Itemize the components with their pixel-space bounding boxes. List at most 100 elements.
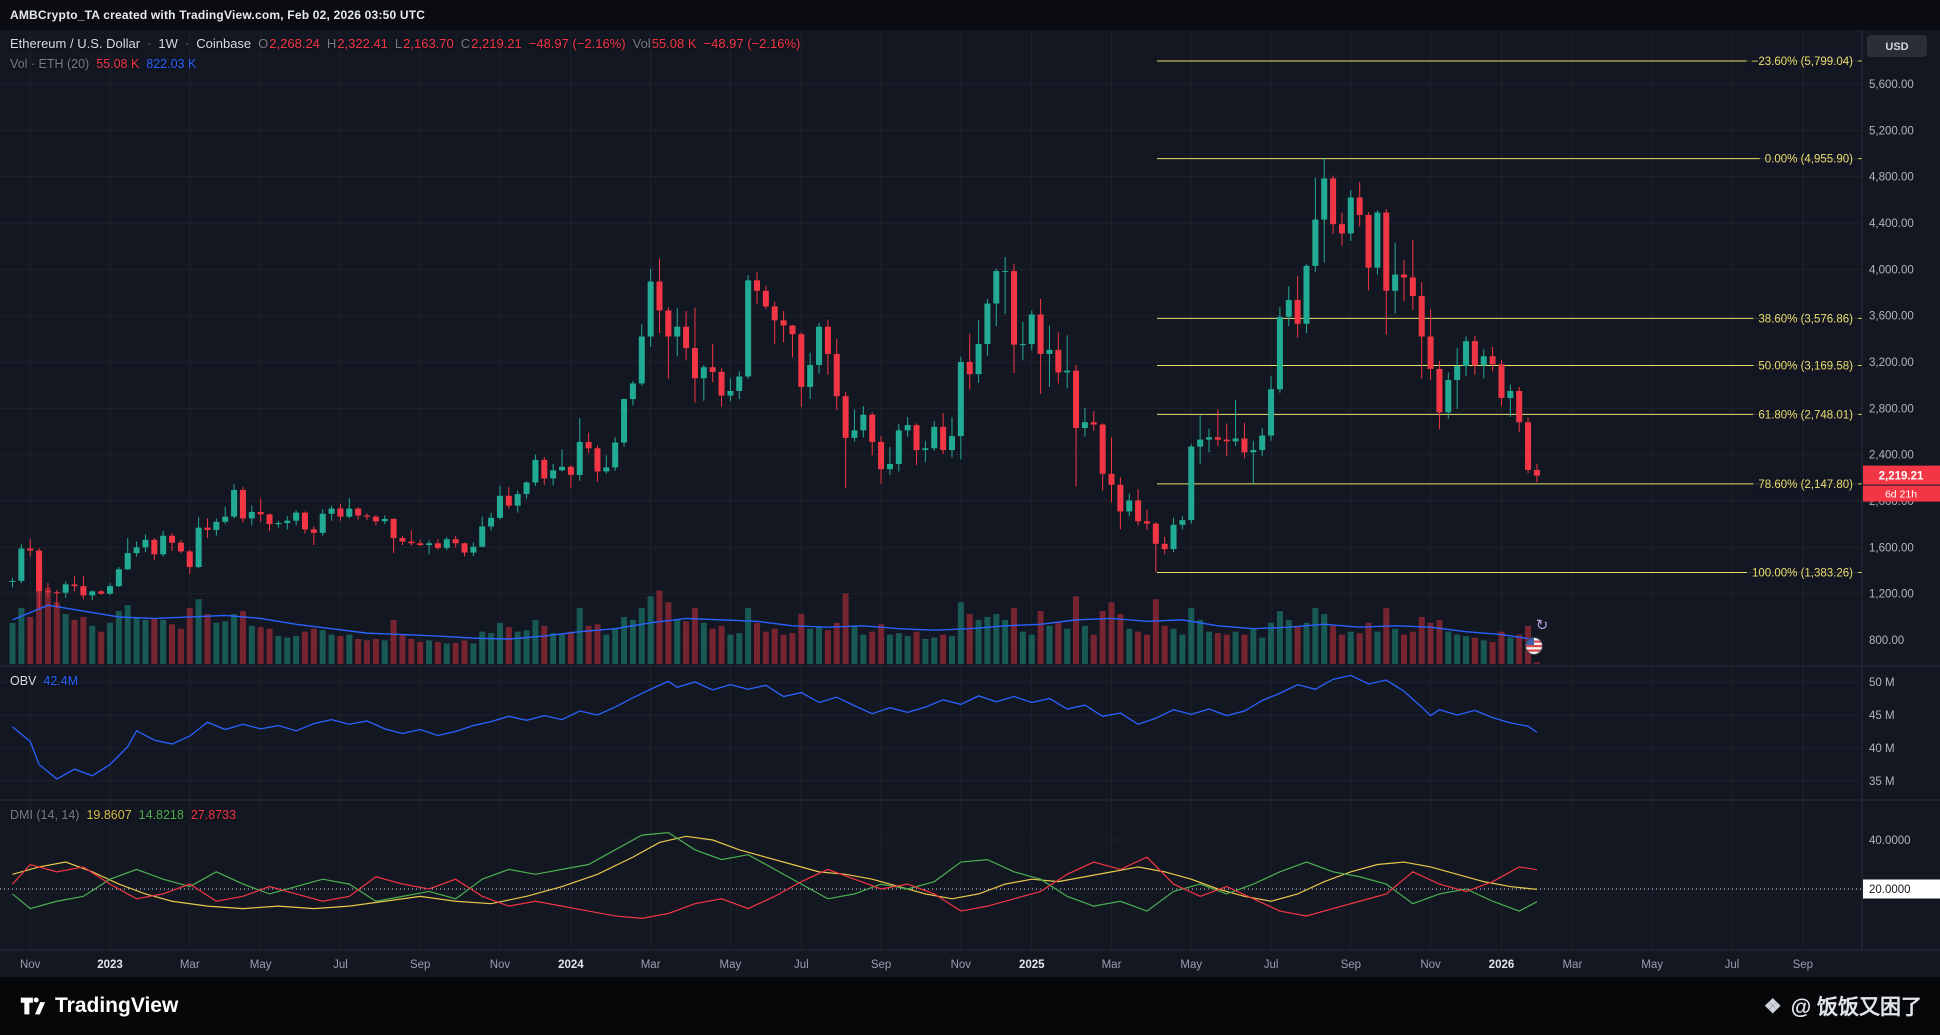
time-tick-label: May — [1180, 959, 1202, 971]
symbol-legend[interactable]: Ethereum / U.S. Dollar · 1W · Coinbase O… — [10, 36, 800, 51]
attribution-text: AMBCrypto_TA created with TradingView.co… — [10, 8, 426, 22]
obv-tick-label: 45 M — [1869, 710, 1895, 722]
watermark-icon: ❖ — [1763, 995, 1782, 1018]
obv-tick-label: 50 M — [1869, 677, 1895, 689]
current-price-value: 2,219.21 — [1879, 471, 1924, 483]
legend-separator: · — [184, 36, 190, 51]
time-tick-label: Sep — [410, 959, 430, 971]
price-tick-label: 2,800.00 — [1869, 403, 1914, 415]
currency-toggle[interactable] — [1867, 35, 1927, 57]
high-value: 2,322.41 — [337, 36, 388, 51]
time-tick-label: Jul — [1725, 959, 1740, 971]
dmi-indicator-legend[interactable]: DMI (14, 14) 19.8607 14.8218 27.8733 — [10, 808, 236, 822]
obv-tick-label: 40 M — [1869, 743, 1895, 755]
obv-tick-label: 35 M — [1869, 776, 1895, 788]
dmi-level-badge — [1863, 879, 1940, 899]
obv-label[interactable]: OBV — [10, 674, 37, 688]
dmi-label[interactable]: DMI (14, 14) — [10, 808, 80, 822]
currency-label: USD — [1885, 41, 1908, 53]
watermark-text: @ 饭饭又困了 — [1790, 996, 1922, 1019]
fib-level-label: 100.00% (1,383.26) — [1752, 567, 1853, 579]
volume-value: 55.08 K — [651, 36, 697, 51]
symbol-name[interactable]: Ethereum / U.S. Dollar — [10, 36, 141, 51]
time-tick-label: Mar — [1562, 959, 1582, 971]
exchange-label: Coinbase — [196, 36, 252, 51]
volume-readout: Vol 55.08 K — [633, 36, 697, 51]
legend-separator: · — [147, 36, 152, 51]
obv-indicator-legend[interactable]: OBV 42.4M — [10, 674, 78, 688]
volume-indicator-value: 55.08 K — [96, 57, 140, 71]
chart-canvas[interactable]: Nov 2023 Mar May Jul Sep Nov 2024 Mar May Jul Sep No… — [0, 30, 1940, 977]
time-tick-label: 2025 — [1019, 959, 1045, 971]
time-tick-label: May — [720, 959, 742, 971]
time-tick-label: Sep — [1793, 959, 1813, 971]
close-label: C — [460, 36, 471, 51]
time-tick-label: 2026 — [1489, 959, 1515, 971]
price-tick-label: 5,200.00 — [1869, 125, 1914, 137]
price-tick-label: 3,600.00 — [1869, 311, 1914, 323]
fib-level-label: −23.60% (5,799.04) — [1752, 56, 1854, 68]
ohlc-high: H 2,322.41 — [327, 36, 388, 51]
time-tick-label: Nov — [490, 959, 511, 971]
open-label: O — [258, 36, 269, 51]
time-tick-label: Nov — [20, 959, 41, 971]
time-tick-label: Nov — [1420, 959, 1441, 971]
time-tick-label: May — [1641, 959, 1663, 971]
attribution-bar: AMBCrypto_TA created with TradingView.co… — [0, 0, 1940, 30]
high-label: H — [326, 36, 337, 51]
obv-value: 42.4M — [43, 674, 79, 688]
time-tick-label: Sep — [1341, 959, 1361, 971]
dmi-level-badge-value: 20.0000 — [1869, 884, 1911, 896]
fib-level-label: 50.00% (3,169.58) — [1758, 361, 1853, 373]
time-tick-label: 2023 — [97, 959, 123, 971]
price-tick-label: 4,400.00 — [1869, 218, 1914, 230]
dmi-tick-label: 40.0000 — [1869, 835, 1911, 847]
price-tick-label: 5,600.00 — [1869, 79, 1914, 91]
us-flag-event-icon[interactable] — [1525, 637, 1543, 655]
tradingview-logo-icon — [20, 997, 46, 1015]
refresh-swirl-icon: ↻ — [1536, 617, 1549, 634]
volume-ma-value: 822.03 K — [146, 57, 197, 71]
tradingview-brand[interactable]: TradingView — [18, 992, 178, 1020]
price-tick-label: 800.00 — [1869, 635, 1904, 647]
tradingview-brand-name: TradingView — [55, 994, 179, 1017]
price-tick-label: 3,200.00 — [1869, 357, 1914, 369]
low-value: 2,163.70 — [403, 36, 454, 51]
current-price-badge — [1863, 465, 1940, 485]
price-tick-label: 4,800.00 — [1869, 172, 1914, 184]
price-tick-label: 2,400.00 — [1869, 450, 1914, 462]
ohlc-low: L 2,163.70 — [395, 36, 454, 51]
open-value: 2,268.24 — [269, 36, 320, 51]
fib-level-label: 38.60% (3,576.86) — [1758, 313, 1853, 325]
volume-indicator-label[interactable]: Vol · ETH (20) — [10, 57, 90, 71]
time-tick-label: Jul — [794, 959, 809, 971]
time-tick-label: May — [250, 959, 272, 971]
change-value: −48.97 (−2.16%) — [528, 36, 626, 51]
volume-indicator-legend[interactable]: Vol · ETH (20) 55.08 K 822.03 K — [10, 57, 196, 71]
interval-label[interactable]: 1W — [158, 36, 178, 51]
volume-label: Vol — [632, 36, 651, 51]
time-tick-label: 2024 — [558, 959, 584, 971]
price-tick-label: 1,200.00 — [1869, 589, 1914, 601]
dmi-minus-di-value: 27.8733 — [190, 808, 237, 822]
time-tick-label: Jul — [333, 959, 348, 971]
fib-level-label: 78.60% (2,147.80) — [1758, 479, 1853, 491]
time-tick-label: Mar — [641, 959, 661, 971]
close-value: 2,219.21 — [471, 36, 522, 51]
bar-countdown-value: 6d 21h — [1885, 489, 1917, 501]
author-watermark: ❖ @ 饭饭又困了 — [1764, 991, 1922, 1021]
dmi-plus-di-value: 14.8218 — [138, 808, 184, 822]
time-tick-label: Mar — [1102, 959, 1122, 971]
time-tick-label: Nov — [951, 959, 972, 971]
fib-level-label: 0.00% (4,955.90) — [1765, 154, 1853, 166]
bar-countdown-badge — [1863, 485, 1940, 502]
dmi-adx-value: 19.8607 — [86, 808, 132, 822]
low-label: L — [394, 36, 403, 51]
time-tick-label: Sep — [871, 959, 891, 971]
price-tick-label: 1,600.00 — [1869, 542, 1914, 554]
time-tick-label: Jul — [1264, 959, 1279, 971]
ohlc-close: C 2,219.21 — [461, 36, 522, 51]
ohlc-open: O 2,268.24 — [258, 36, 320, 51]
footer-bar: TradingView ❖ @ 饭饭又困了 — [0, 977, 1940, 1035]
price-tick-label: 4,000.00 — [1869, 264, 1914, 276]
